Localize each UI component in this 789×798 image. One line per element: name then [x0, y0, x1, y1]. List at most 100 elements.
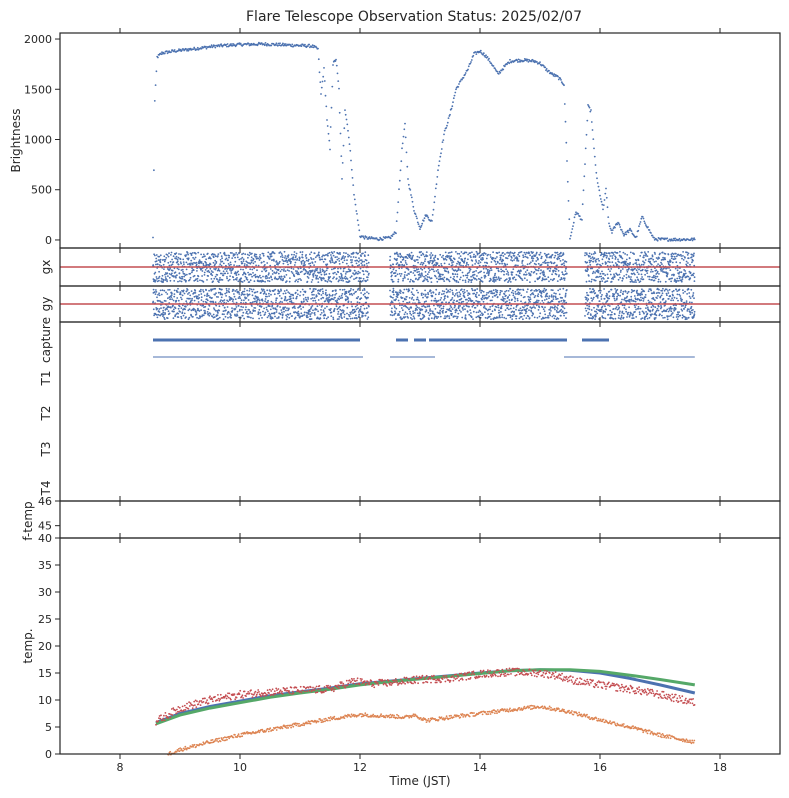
gy-point [498, 309, 500, 312]
brightness-point [178, 48, 180, 50]
gx-point [687, 252, 690, 255]
gy-point [293, 305, 296, 308]
gy-point [340, 312, 343, 315]
gx-point [368, 272, 370, 275]
gy-point [332, 318, 335, 321]
gy-point [445, 310, 448, 313]
gx-point [483, 271, 485, 274]
brightness-point [445, 127, 448, 129]
gy-point [272, 307, 275, 309]
gy-point [242, 306, 245, 309]
gy-point [390, 296, 393, 298]
gx-point [296, 270, 298, 273]
gx-point [468, 270, 471, 272]
brightness-point [651, 234, 654, 237]
gy-point [286, 307, 288, 309]
gx-point [689, 277, 692, 280]
gy-point [314, 314, 316, 316]
brightness-point [196, 46, 199, 49]
gx-point [181, 275, 184, 278]
gy-point [237, 297, 240, 299]
brightness-point [595, 171, 598, 174]
gx-point [606, 280, 609, 282]
gy-point [458, 309, 461, 312]
gy-point [433, 313, 436, 316]
gx-point [600, 251, 603, 254]
gx-point [462, 279, 464, 282]
brightness-point [432, 208, 435, 211]
gx-point [522, 264, 524, 267]
gy-point [392, 287, 395, 290]
gx-point [636, 263, 638, 266]
gx-point [533, 271, 536, 273]
gy-point [464, 316, 467, 318]
gx-point [663, 257, 666, 259]
gx-point [163, 255, 166, 258]
gy-point [555, 292, 557, 295]
gx-point [563, 274, 565, 276]
brightness-point [397, 201, 400, 204]
gx-point [273, 260, 275, 262]
brightness-point [218, 45, 221, 48]
gx-point [641, 268, 644, 271]
gy-point [442, 307, 445, 310]
gy-point [208, 314, 211, 317]
gx-point [686, 254, 689, 256]
gy-point [167, 297, 169, 300]
gy-point [475, 316, 478, 319]
gx-point [332, 254, 335, 257]
gx-point [421, 268, 424, 271]
brightness-point [407, 178, 409, 180]
gx-point [174, 271, 177, 274]
gy-point [202, 289, 204, 291]
gx-point [484, 253, 487, 255]
brightness-point [204, 45, 207, 48]
brightness-point [339, 132, 342, 135]
gy-point [235, 301, 238, 304]
gy-point [259, 305, 261, 307]
gx-point [153, 272, 156, 275]
brightness-point [181, 49, 183, 52]
gy-point [274, 315, 276, 318]
brightness-point [497, 73, 500, 75]
brightness-point [567, 200, 570, 202]
gx-point [154, 279, 157, 282]
gy-point [200, 293, 203, 295]
gy-point [310, 318, 313, 320]
gx-point [557, 253, 559, 256]
brightness-point [187, 49, 190, 52]
brightness-point [437, 164, 440, 167]
brightness-point [226, 43, 229, 45]
gy-point [439, 309, 442, 312]
gy-point [238, 291, 240, 294]
gx-point [531, 255, 534, 258]
gx-point [359, 259, 361, 262]
gy-point [281, 316, 284, 319]
brightness-point [225, 43, 228, 46]
gx-point [392, 268, 395, 271]
gy-point [480, 291, 482, 294]
gy-point [441, 290, 444, 292]
gx-point [423, 275, 425, 278]
gx-point [179, 261, 182, 263]
gx-point [219, 263, 222, 266]
gx-point [172, 261, 175, 263]
gx-point [177, 256, 180, 259]
gx-point [622, 277, 624, 280]
gx-point [417, 261, 419, 264]
brightness-point [457, 86, 460, 88]
gx-point [459, 278, 461, 281]
gy-point [212, 301, 215, 304]
brightness-point [345, 118, 348, 121]
gy-point [536, 316, 539, 319]
gx-point [653, 276, 655, 279]
gx-point [234, 253, 236, 256]
gy-point [418, 301, 421, 304]
gx-point [265, 269, 268, 272]
gx-point [251, 259, 254, 262]
gx-point [347, 255, 349, 258]
gy-point [550, 295, 553, 298]
gy-point [499, 289, 502, 292]
gy-point [495, 293, 498, 296]
gx-point [344, 273, 347, 275]
